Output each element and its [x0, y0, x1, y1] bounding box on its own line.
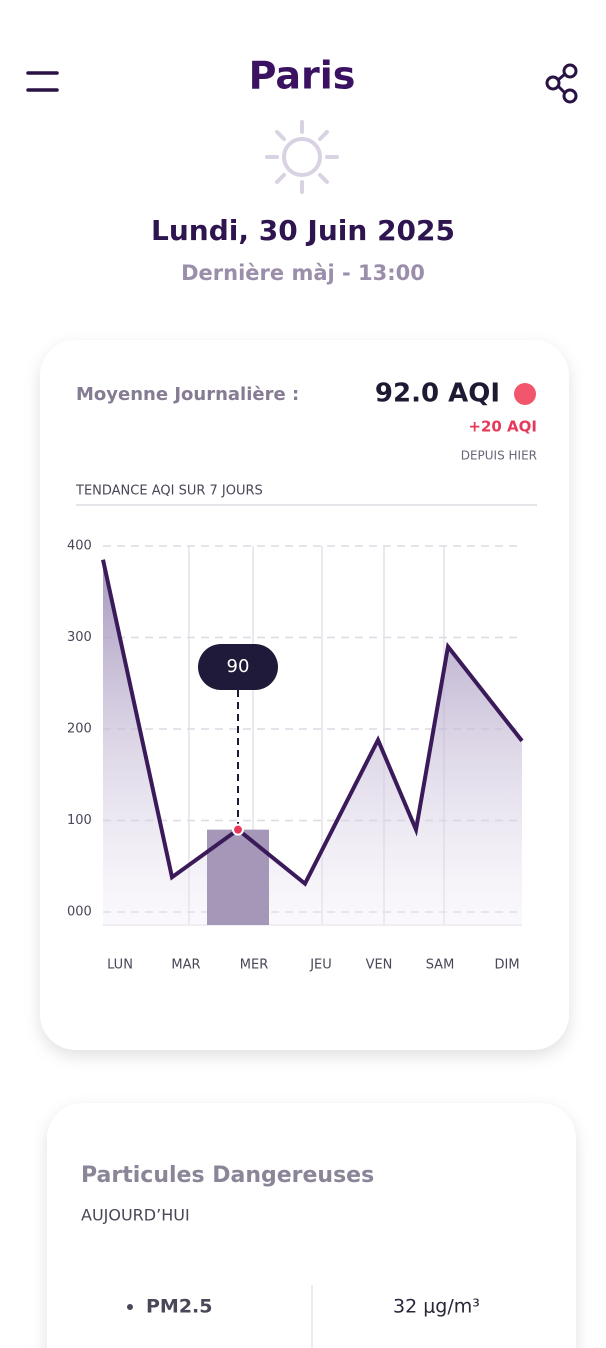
date: Lundi, 30 Juin 2025 — [151, 214, 455, 247]
y-tick-label: 200 — [67, 722, 92, 737]
bullet — [127, 1304, 133, 1310]
particle-value: 32 μg/m³ — [393, 1296, 480, 1318]
line — [101, 559, 524, 887]
y-tick-label: 000 — [67, 905, 92, 920]
particles-title: Particules Dangereuses — [81, 1163, 374, 1188]
summary-note: DEPUIS HIER — [461, 449, 537, 463]
summary-change: +20 AQI — [468, 418, 537, 436]
chart: 000 100 200 300 400 90 LUN MAR MER JEU VEN SAM DIM — [67, 539, 524, 973]
y-tick-label: 100 — [67, 813, 92, 828]
particles-subtitle: AUJOURD’HUI — [81, 1206, 190, 1225]
x-tick-label: VEN — [366, 958, 393, 973]
x-tick-label: DIM — [494, 958, 519, 973]
x-tick-label: JEU — [309, 958, 332, 973]
x-tick-label: SAM — [426, 958, 455, 973]
x-tick-label: MAR — [171, 958, 200, 973]
chart-title: TENDANCE AQI SUR 7 JOURS — [75, 484, 263, 499]
city-title: Paris — [249, 54, 356, 98]
y-tick-label: 400 — [67, 539, 92, 554]
y-tick-label: 300 — [67, 630, 92, 645]
tooltip — [198, 644, 278, 690]
x-tick-label: MER — [240, 958, 268, 973]
particle-name: PM2.5 — [146, 1296, 213, 1318]
share-icon[interactable] — [545, 63, 578, 104]
x-tick-label: LUN — [107, 958, 133, 973]
summary-value: 92.0 AQI — [375, 379, 500, 409]
point — [232, 823, 244, 836]
menu-icon[interactable] — [26, 71, 59, 92]
tooltip-label: 90 — [227, 656, 250, 677]
summary-label: Moyenne Journalière : — [76, 384, 299, 405]
status-dot — [514, 383, 536, 405]
particles-card — [47, 1103, 576, 1348]
sun-icon — [265, 120, 339, 194]
updated: Dernière màj - 13:00 — [181, 261, 425, 285]
